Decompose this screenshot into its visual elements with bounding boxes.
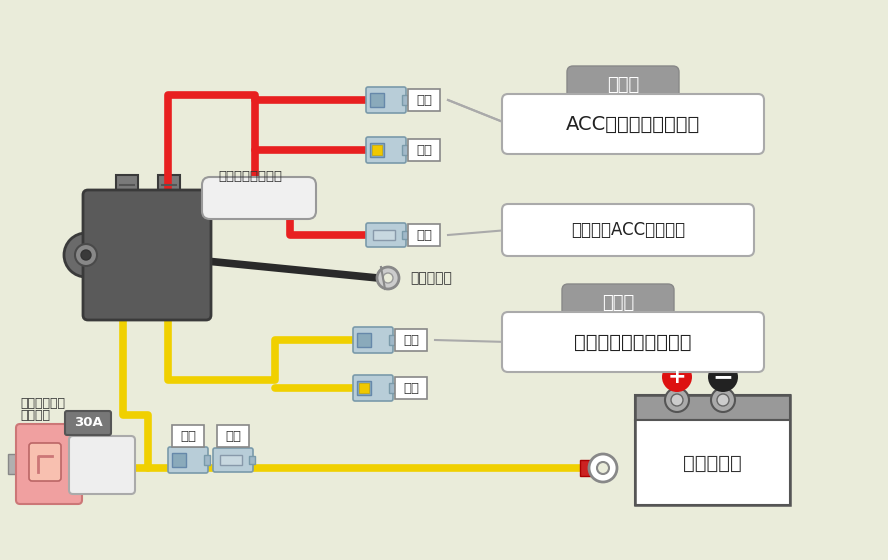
Text: 車両側のACC線に接続: 車両側のACC線に接続 bbox=[571, 221, 685, 239]
Circle shape bbox=[662, 362, 692, 392]
Circle shape bbox=[597, 462, 609, 474]
Bar bbox=[408, 224, 440, 246]
FancyBboxPatch shape bbox=[502, 204, 754, 256]
Bar bbox=[370, 93, 384, 107]
FancyBboxPatch shape bbox=[502, 312, 764, 372]
Bar bbox=[357, 381, 371, 395]
Text: メス: メス bbox=[403, 381, 419, 394]
Text: ヒューズホルダー: ヒューズホルダー bbox=[218, 170, 282, 183]
Bar bbox=[389, 383, 395, 393]
Circle shape bbox=[711, 388, 735, 412]
Text: メス: メス bbox=[416, 94, 432, 106]
Text: メス: メス bbox=[403, 334, 419, 347]
Bar bbox=[635, 420, 790, 505]
Text: 大容量: 大容量 bbox=[607, 76, 639, 94]
Bar bbox=[220, 455, 242, 465]
FancyBboxPatch shape bbox=[65, 411, 111, 435]
Text: メス: メス bbox=[180, 430, 196, 442]
Bar bbox=[395, 329, 427, 351]
FancyBboxPatch shape bbox=[366, 137, 406, 163]
Text: ACC電源が取り出せる: ACC電源が取り出せる bbox=[566, 114, 700, 133]
Circle shape bbox=[717, 394, 729, 406]
Bar bbox=[580, 460, 600, 476]
FancyBboxPatch shape bbox=[168, 447, 208, 473]
Circle shape bbox=[589, 454, 617, 482]
FancyBboxPatch shape bbox=[353, 375, 393, 401]
Circle shape bbox=[81, 250, 91, 260]
FancyBboxPatch shape bbox=[366, 223, 406, 247]
Text: 大容量: 大容量 bbox=[602, 294, 634, 312]
Bar bbox=[389, 335, 395, 345]
FancyBboxPatch shape bbox=[502, 94, 764, 154]
Text: 30A: 30A bbox=[74, 417, 102, 430]
Bar bbox=[373, 230, 395, 240]
FancyBboxPatch shape bbox=[562, 284, 674, 322]
Circle shape bbox=[383, 273, 393, 283]
Circle shape bbox=[377, 267, 399, 289]
Bar bbox=[249, 456, 255, 464]
Bar bbox=[408, 89, 440, 111]
Text: オス: オス bbox=[225, 430, 241, 442]
FancyBboxPatch shape bbox=[69, 436, 135, 494]
Bar bbox=[370, 143, 384, 157]
Circle shape bbox=[665, 388, 689, 412]
FancyBboxPatch shape bbox=[16, 424, 82, 504]
Bar bbox=[635, 395, 790, 505]
FancyBboxPatch shape bbox=[567, 66, 679, 104]
Bar bbox=[359, 383, 369, 393]
Circle shape bbox=[64, 233, 108, 277]
Text: −: − bbox=[712, 365, 733, 389]
Bar bbox=[172, 453, 186, 467]
Bar bbox=[402, 95, 408, 105]
Bar bbox=[357, 333, 371, 347]
FancyBboxPatch shape bbox=[29, 443, 61, 481]
Bar bbox=[395, 377, 427, 399]
FancyBboxPatch shape bbox=[202, 177, 316, 219]
Bar bbox=[408, 139, 440, 161]
Text: オス: オス bbox=[416, 228, 432, 241]
Bar bbox=[116, 175, 138, 197]
Text: クワ型端子: クワ型端子 bbox=[410, 271, 452, 285]
Bar bbox=[204, 455, 210, 465]
Text: ヒューズ: ヒューズ bbox=[20, 409, 50, 422]
Text: 常時電源が取り出せる: 常時電源が取り出せる bbox=[575, 333, 692, 352]
Circle shape bbox=[671, 394, 683, 406]
Circle shape bbox=[708, 362, 738, 392]
FancyBboxPatch shape bbox=[366, 87, 406, 113]
Bar bbox=[402, 231, 408, 239]
FancyBboxPatch shape bbox=[213, 448, 253, 472]
Bar bbox=[372, 145, 382, 155]
Bar bbox=[8, 454, 22, 474]
Bar bbox=[635, 395, 790, 420]
Bar bbox=[172, 425, 204, 447]
Bar bbox=[402, 145, 408, 155]
Text: バッテリー: バッテリー bbox=[683, 454, 741, 473]
Text: メス: メス bbox=[416, 143, 432, 156]
Bar bbox=[158, 175, 180, 197]
Circle shape bbox=[75, 244, 97, 266]
Bar bbox=[217, 425, 249, 447]
Text: スローブロー: スローブロー bbox=[20, 397, 65, 410]
FancyBboxPatch shape bbox=[83, 190, 211, 320]
Text: +: + bbox=[668, 367, 686, 387]
FancyBboxPatch shape bbox=[353, 327, 393, 353]
